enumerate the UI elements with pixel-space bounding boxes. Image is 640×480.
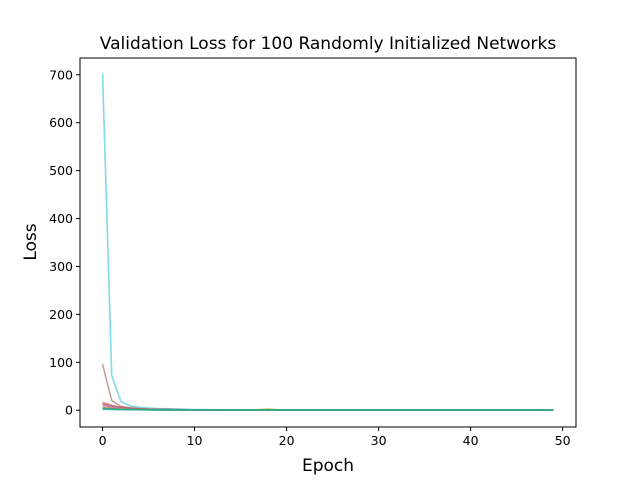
y-tick-label-300: 300 <box>49 259 73 274</box>
series-line-11 <box>102 408 554 411</box>
x-tick-label-20: 20 <box>279 433 295 448</box>
series-layer <box>101 73 554 411</box>
x-axis-ticks: 0 10 20 30 40 50 <box>99 427 571 448</box>
y-tick-label-0: 0 <box>65 403 73 418</box>
x-tick-label-50: 50 <box>555 433 571 448</box>
x-axis-label: Epoch <box>302 456 354 476</box>
x-tick-label-10: 10 <box>187 433 203 448</box>
y-axis-label: Loss <box>21 223 41 260</box>
plot-area <box>101 73 554 411</box>
y-tick-label-400: 400 <box>49 211 73 226</box>
y-tick-label-100: 100 <box>49 355 73 370</box>
y-tick-label-200: 200 <box>49 307 73 322</box>
x-tick-label-30: 30 <box>371 433 387 448</box>
y-tick-label-700: 700 <box>49 67 73 82</box>
axes-frame <box>79 57 577 428</box>
x-tick-label-0: 0 <box>99 433 107 448</box>
y-axis-ticks: 0 100 200 300 400 500 600 700 <box>49 67 80 418</box>
chart-title: Validation Loss for 100 Randomly Initial… <box>100 34 557 54</box>
x-tick-label-40: 40 <box>463 433 479 448</box>
y-tick-label-600: 600 <box>49 115 73 130</box>
y-tick-label-500: 500 <box>49 163 73 178</box>
